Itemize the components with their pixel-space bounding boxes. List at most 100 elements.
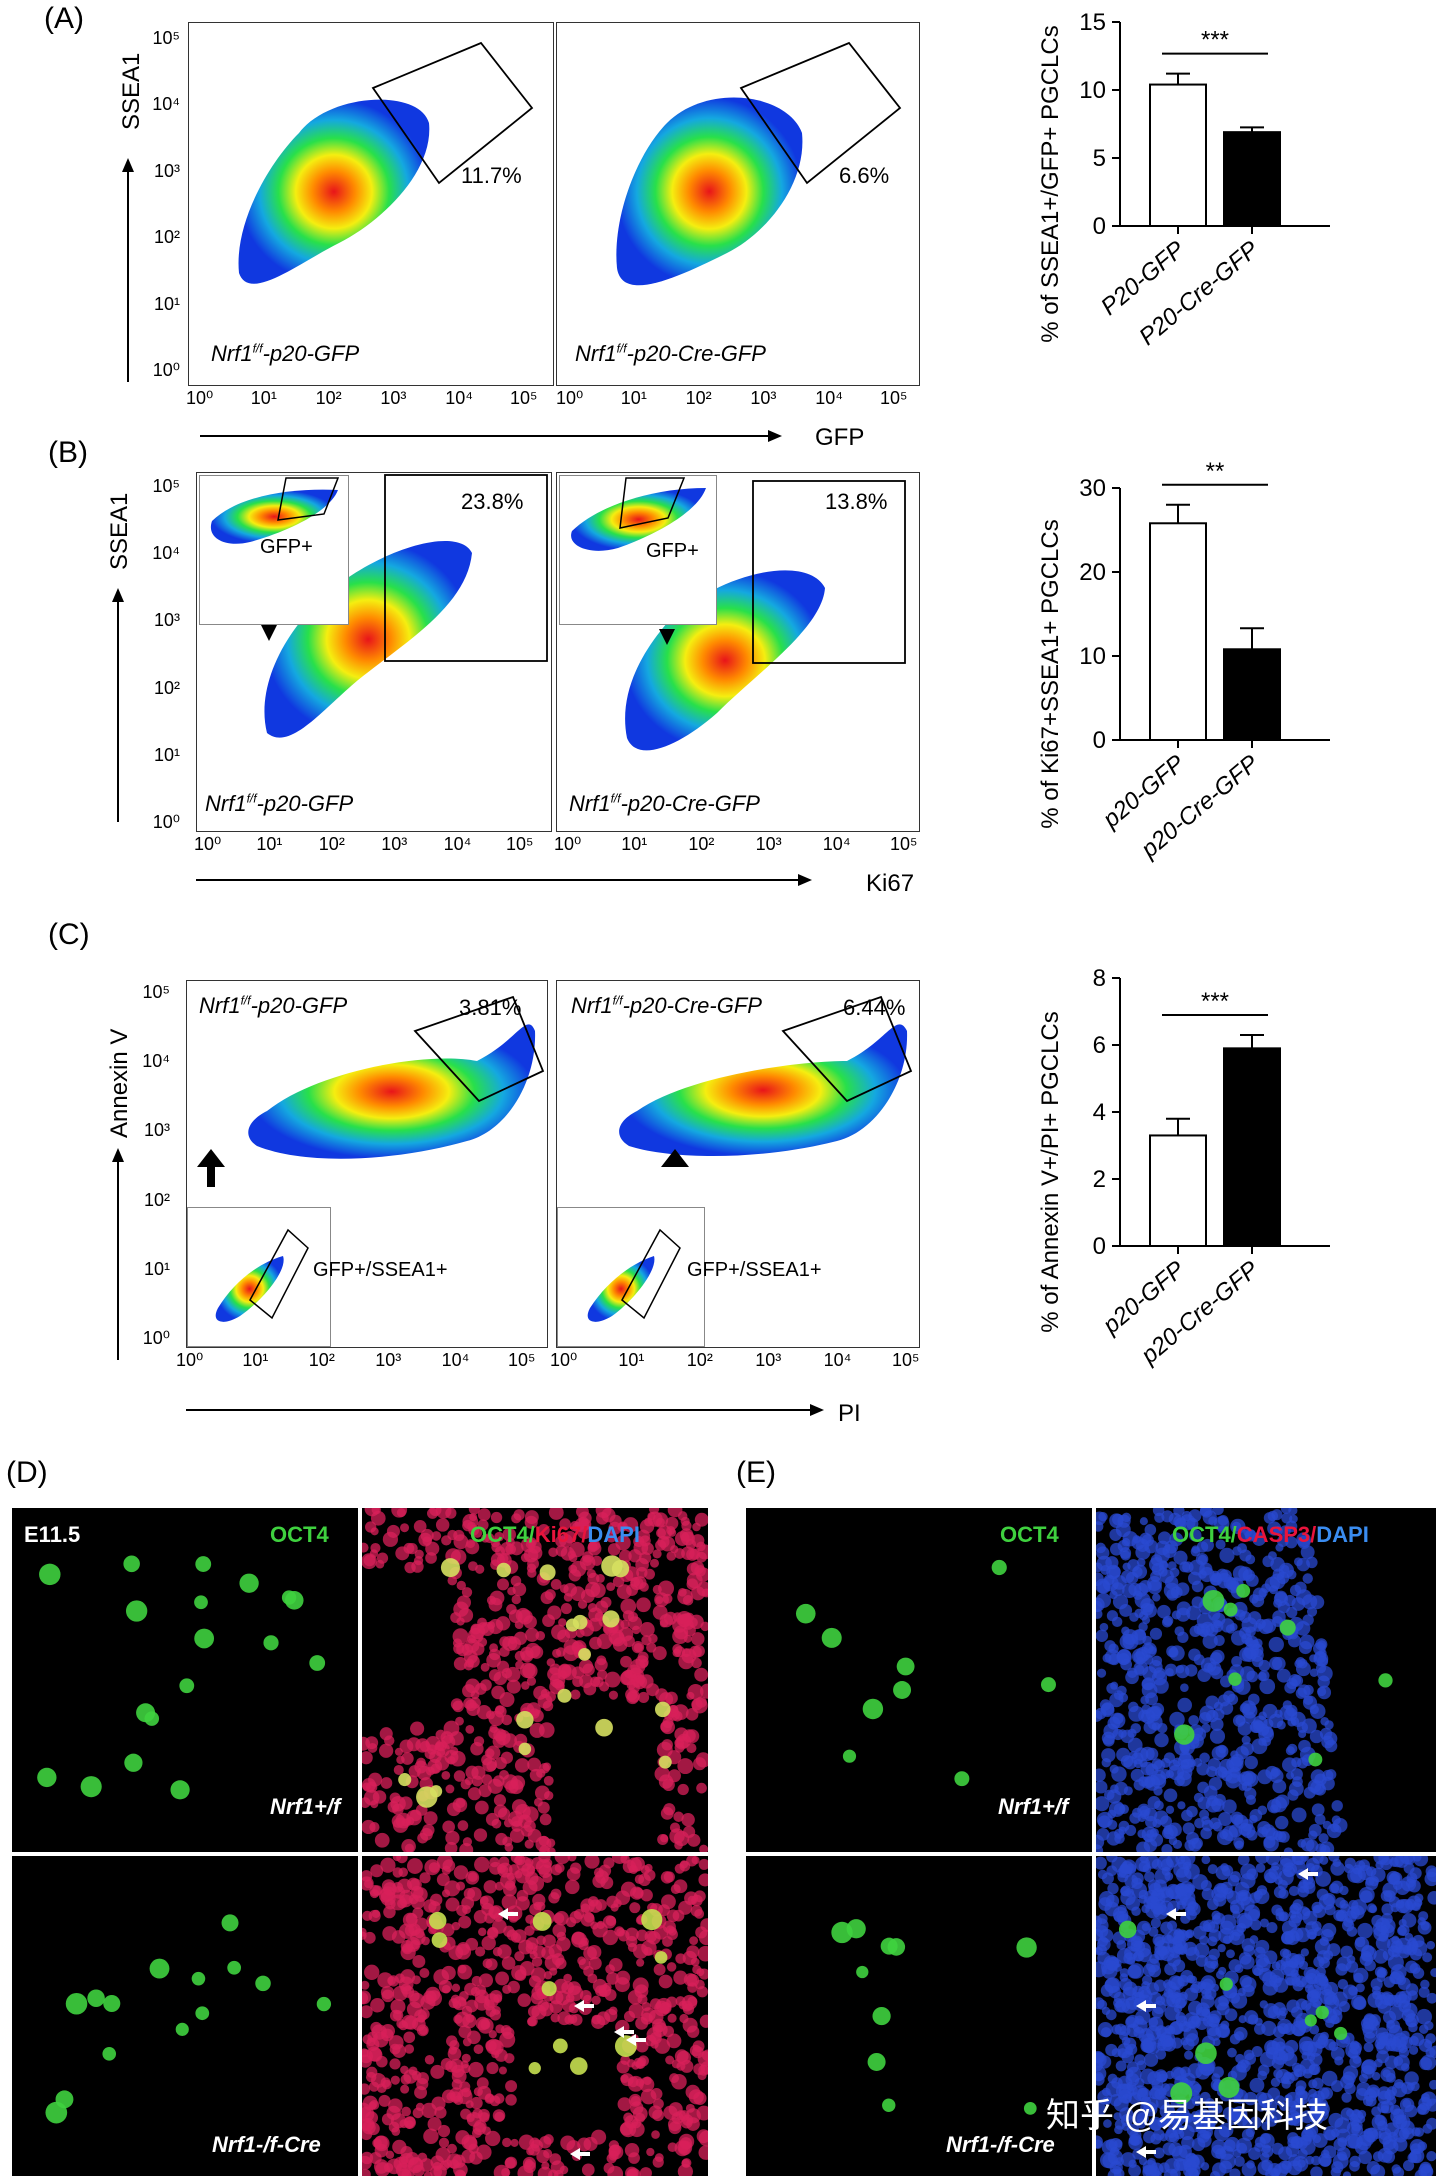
y-tick-label: 20 bbox=[1079, 559, 1106, 586]
oct4-label: OCT4 bbox=[1000, 1522, 1059, 1547]
facs-plot-b2: GFP+ 13.8% Nrf1f/f-p20-Cre-GFP bbox=[556, 472, 920, 832]
y-tick-label: 8 bbox=[1093, 965, 1106, 992]
y-axis-label: % of Annexin V+/PI+ PGCLCs bbox=[1037, 1011, 1064, 1333]
arrow-left-icon bbox=[1298, 1868, 1318, 1880]
watermark: 知乎 @易基因科技 bbox=[1046, 2097, 1328, 2135]
x-tick-label: 10¹ bbox=[250, 388, 277, 408]
bar-chart-annexin-pi: % of Annexin V+/PI+ PGCLCs 02468p20-GFPp2… bbox=[1037, 965, 1330, 1370]
gate-percent: 6.6% bbox=[839, 163, 890, 188]
y-tick-label: 10⁴ bbox=[152, 94, 180, 115]
x-tick-label: 10³ bbox=[755, 1350, 782, 1370]
plot-genotype-label: Nrf1f/f-p20-Cre-GFP bbox=[575, 341, 766, 366]
y-tick-label: 10 bbox=[1079, 77, 1106, 104]
plot-genotype-label: Nrf1f/f-p20-Cre-GFP bbox=[569, 791, 760, 816]
stage-label: E11.5 bbox=[24, 1522, 81, 1547]
x-tick-label: 10¹ bbox=[620, 388, 647, 408]
density-plot bbox=[616, 41, 902, 286]
panel-b-letter: (B) bbox=[48, 436, 88, 469]
oct4-label: OCT4 bbox=[270, 1522, 329, 1547]
y-tick-label: 10¹ bbox=[153, 744, 180, 765]
x-tick-label: 10⁰ bbox=[554, 834, 582, 854]
panel-a-letter: (A) bbox=[44, 2, 84, 35]
x-tick-label: 10⁵ bbox=[506, 834, 534, 854]
gate-percent: 23.8% bbox=[461, 489, 524, 514]
panel-e-letter: (E) bbox=[736, 1456, 776, 1489]
x-tick-label: 10⁰ bbox=[176, 1350, 204, 1370]
x-tick-label: 10⁴ bbox=[445, 388, 473, 408]
gating-inset bbox=[187, 1207, 331, 1347]
y-tick-label: 10¹ bbox=[143, 1258, 170, 1279]
micrograph-d-top-left: E11.5 OCT4 Nrf1+/f bbox=[12, 1508, 358, 1852]
inset-label: GFP+/SSEA1+ bbox=[687, 1259, 822, 1281]
y-tick-label: 5 bbox=[1093, 145, 1106, 172]
micrograph-e-top-left: OCT4 Nrf1+/f bbox=[746, 1508, 1092, 1852]
y-tick-label: 10⁴ bbox=[142, 1051, 170, 1072]
x-tick-label: 10⁴ bbox=[823, 1350, 852, 1370]
x-tick-label: 10¹ bbox=[242, 1350, 269, 1370]
x-tick-label: 10¹ bbox=[256, 834, 283, 854]
arrow-head-icon bbox=[261, 625, 277, 641]
panel-b-x-axis-title: Ki67 bbox=[866, 870, 915, 897]
y-tick-label: 10³ bbox=[153, 610, 180, 631]
inset-label: GFP+ bbox=[646, 540, 699, 562]
y-tick-label: 6 bbox=[1093, 1032, 1106, 1059]
significance-label: *** bbox=[1201, 988, 1229, 1015]
arrow-left-icon bbox=[1166, 1908, 1186, 1920]
facs-axis-arrows bbox=[112, 158, 824, 1416]
micrograph-e-bottom-right bbox=[1096, 1856, 1436, 2176]
y-tick-label: 10⁴ bbox=[152, 543, 180, 564]
arrow-left-icon bbox=[574, 2000, 594, 2012]
gate bbox=[384, 474, 548, 662]
merge-label: OCT4/Ki67/DAPI bbox=[470, 1522, 640, 1547]
x-tick-label: 10² bbox=[318, 834, 345, 854]
x-tick-label: 10² bbox=[315, 388, 342, 408]
genotype-label: Nrf1-/f-Cre bbox=[946, 2132, 1055, 2157]
micrograph-d-bottom-left: Nrf1-/f-Cre bbox=[12, 1856, 358, 2176]
gate bbox=[413, 995, 545, 1103]
panel-a-x-axis-title: GFP bbox=[815, 424, 865, 451]
x-tick-label: 10⁴ bbox=[443, 834, 472, 854]
plot-genotype-label: Nrf1f/f-p20-Cre-GFP bbox=[571, 993, 762, 1018]
y-tick-label: 10⁵ bbox=[152, 28, 180, 48]
facs-plot-b1: GFP+ 23.8% Nrf1f/f-p20-GFP bbox=[196, 472, 552, 832]
x-tick-label: 10³ bbox=[375, 1350, 402, 1370]
y-tick-label: 0 bbox=[1093, 727, 1106, 754]
y-tick-label: 2 bbox=[1093, 1166, 1106, 1193]
bar-control bbox=[1149, 83, 1207, 227]
x-tick-label: 10³ bbox=[755, 834, 782, 854]
gate bbox=[739, 41, 902, 185]
gate-percent: 3.81% bbox=[459, 995, 522, 1020]
x-tick-label: 10² bbox=[685, 388, 712, 408]
arrow-left-icon bbox=[1136, 2146, 1156, 2158]
x-tick-label: 10⁵ bbox=[880, 388, 908, 408]
x-tick-label: 10³ bbox=[381, 834, 408, 854]
x-tick-label: 10⁵ bbox=[892, 1350, 920, 1370]
x-tick-label: 10⁴ bbox=[815, 388, 843, 408]
x-tick-label: 10³ bbox=[380, 388, 407, 408]
genotype-label: Nrf1-/f-Cre bbox=[212, 2132, 321, 2157]
y-tick-label: 15 bbox=[1079, 9, 1106, 36]
micrograph-d-bottom-right bbox=[362, 1856, 708, 2176]
y-tick-label: 10¹ bbox=[153, 293, 180, 314]
plot-genotype-label: Nrf1f/f-p20-GFP bbox=[211, 341, 360, 366]
y-tick-label: 10² bbox=[153, 227, 180, 248]
x-tick-label: 10⁴ bbox=[822, 834, 851, 854]
plot-genotype-label: Nrf1f/f-p20-GFP bbox=[199, 993, 348, 1018]
arrow-shaft bbox=[207, 1161, 215, 1187]
bar-knockout bbox=[1223, 131, 1281, 227]
x-tick-label: 10⁴ bbox=[441, 1350, 470, 1370]
gate-percent: 11.7% bbox=[461, 163, 522, 188]
y-tick-label: 10² bbox=[143, 1189, 170, 1210]
y-tick-label: 10² bbox=[153, 677, 180, 698]
y-tick-label: 0 bbox=[1093, 1233, 1106, 1260]
gate-percent: 13.8% bbox=[825, 489, 888, 514]
facs-plot-c2: GFP+/SSEA1+ 6.44% Nrf1f/f-p20-Cre-GFP bbox=[556, 980, 920, 1348]
gate bbox=[752, 480, 906, 664]
bar-knockout bbox=[1223, 1047, 1281, 1247]
bar-knockout bbox=[1223, 648, 1281, 741]
x-tick-label: 10⁰ bbox=[186, 388, 214, 408]
x-tick-label: 10⁵ bbox=[508, 1350, 536, 1370]
x-tick-label: 10¹ bbox=[618, 1350, 645, 1370]
y-tick-label: 10⁰ bbox=[152, 360, 180, 380]
panel-d-letter: (D) bbox=[6, 1456, 48, 1489]
